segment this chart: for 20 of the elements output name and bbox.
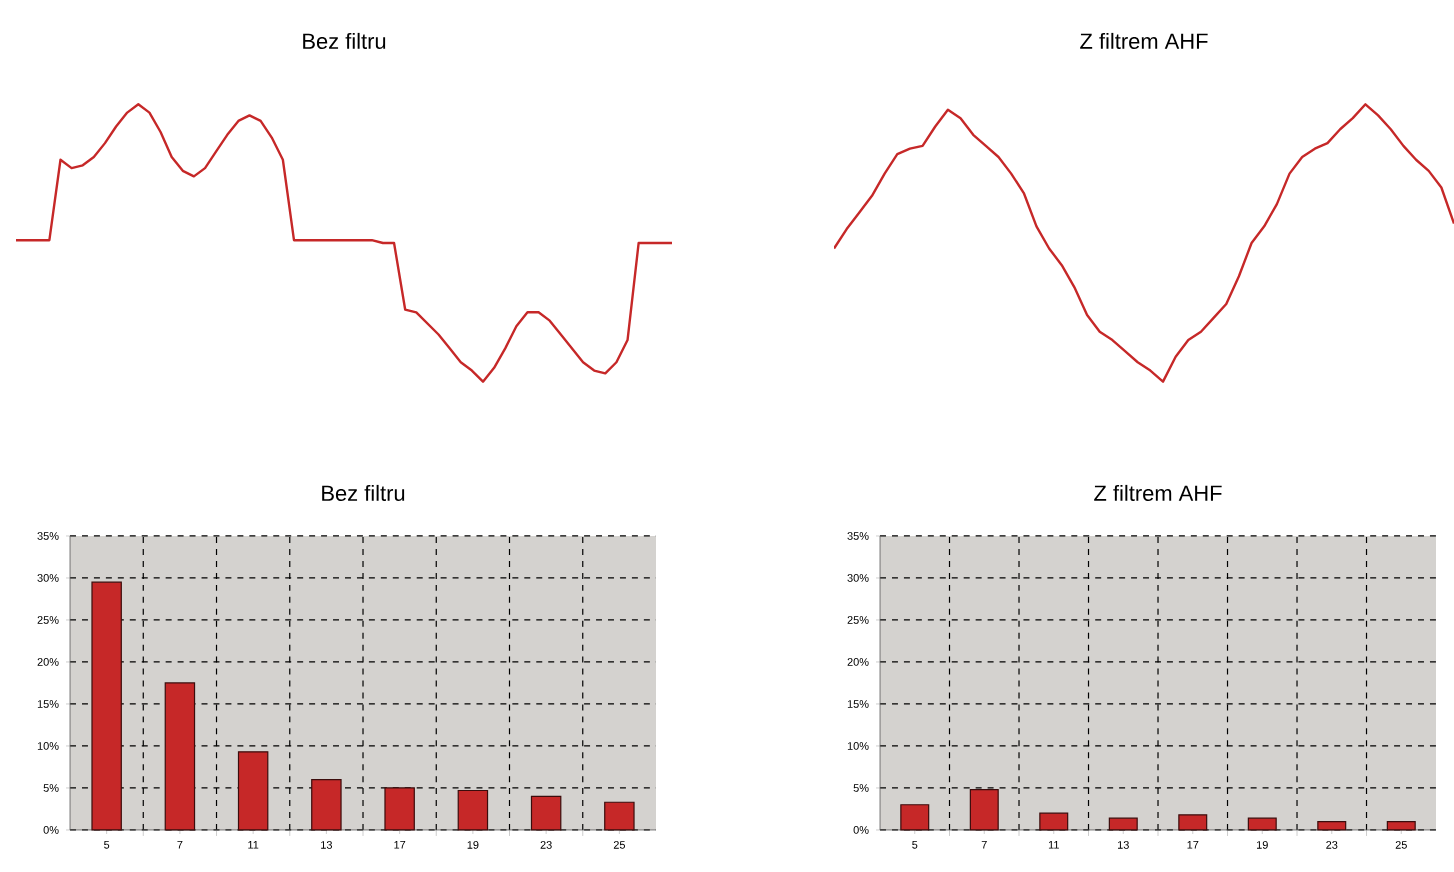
- bar: [969, 789, 999, 831]
- bar: [91, 581, 122, 831]
- bar: [457, 789, 489, 831]
- bar: [384, 787, 415, 831]
- chart-title: Z filtrem AHF: [1080, 32, 1208, 49]
- bar: [311, 778, 342, 831]
- chart-title: Bez filtru: [303, 32, 386, 49]
- bar: [164, 682, 196, 831]
- bar: [530, 795, 562, 831]
- bar: [1386, 820, 1416, 831]
- bar: [1039, 812, 1069, 831]
- bar: [900, 804, 930, 831]
- bar: [237, 751, 269, 831]
- bar: [604, 801, 635, 831]
- chart-title: Z filtrem AHF: [1094, 484, 1222, 501]
- bar: [1247, 817, 1277, 831]
- bar: [1108, 817, 1138, 831]
- bar: [1317, 820, 1347, 831]
- bar: [1178, 814, 1208, 831]
- chart-title: Bez filtru: [322, 484, 405, 501]
